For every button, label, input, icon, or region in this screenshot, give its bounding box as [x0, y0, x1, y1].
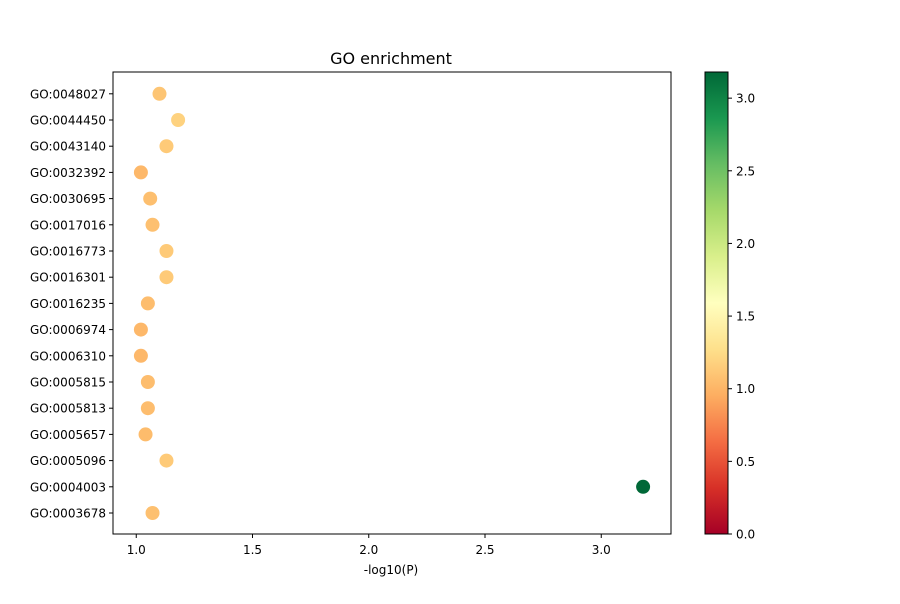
data-point [159, 139, 174, 154]
colorbar-tick-label: 1.0 [736, 382, 755, 396]
plot-area [112, 71, 672, 535]
data-point [140, 401, 155, 416]
data-point [145, 217, 160, 232]
y-tick-label: GO:0005657 [30, 428, 106, 442]
data-point [140, 375, 155, 389]
colorbar-tick-label: 2.0 [736, 237, 755, 251]
data-point [138, 427, 153, 442]
colorbar-tick-label: 1.5 [736, 310, 755, 324]
x-axis-label: -log10(P) [364, 563, 419, 577]
chart-title: GO enrichment [330, 49, 452, 68]
data-point [152, 86, 167, 101]
data-point [145, 506, 160, 520]
y-tick-label: GO:0017016 [30, 218, 106, 232]
colorbar-tick-label: 0.0 [736, 528, 755, 542]
colorbar-ticks: 0.0 0.5 1.0 1.5 2.0 2.5 3.0 [728, 92, 755, 542]
y-tick-label: GO:0032392 [30, 166, 106, 180]
y-tick-label: GO:0016773 [30, 245, 106, 259]
data-points [133, 86, 651, 520]
y-tick-label: GO:0016235 [30, 297, 106, 311]
y-axis: GO:0003678 GO:0004003 GO:0005096 GO:0005657… [30, 87, 113, 521]
y-tick-label: GO:0003678 [30, 507, 106, 521]
colorbar [704, 71, 729, 535]
y-tick-label: GO:0006974 [30, 323, 106, 337]
x-tick-label: 2.0 [359, 543, 378, 557]
y-tick-label: GO:0005096 [30, 454, 106, 468]
x-tick-label: 1.5 [243, 543, 262, 557]
y-tick-label: GO:0016301 [30, 271, 106, 285]
data-point [636, 479, 651, 494]
colorbar-tick-label: 0.5 [736, 455, 755, 469]
y-tick-label: GO:0006310 [30, 349, 106, 363]
data-point [171, 113, 186, 127]
data-point [133, 165, 148, 180]
y-tick-label: GO:0005813 [30, 402, 106, 416]
y-tick-label: GO:0043140 [30, 140, 106, 154]
x-tick-label: 3.0 [592, 543, 611, 557]
y-tick-label: GO:0048027 [30, 87, 106, 101]
data-point [140, 296, 155, 311]
data-point [159, 453, 174, 468]
data-point [133, 348, 148, 363]
y-tick-label: GO:0044450 [30, 114, 106, 128]
data-point [159, 270, 174, 285]
data-point [143, 191, 158, 206]
colorbar-tick-label: 2.5 [736, 164, 755, 178]
data-point [133, 322, 148, 337]
colorbar-tick-label: 3.0 [736, 92, 755, 106]
x-axis: 1.0 1.5 2.0 2.5 3.0 [127, 534, 611, 557]
data-point [159, 244, 174, 258]
y-tick-label: GO:0030695 [30, 192, 106, 206]
x-tick-label: 2.5 [475, 543, 494, 557]
x-tick-label: 1.0 [127, 543, 146, 557]
y-tick-label: GO:0005815 [30, 376, 106, 390]
y-tick-label: GO:0004003 [30, 480, 106, 494]
